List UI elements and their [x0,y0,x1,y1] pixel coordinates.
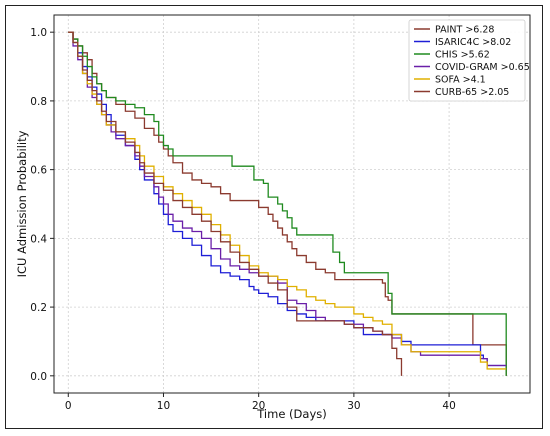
legend-box [408,19,526,102]
series-group [68,31,507,376]
series-line-3 [68,31,507,376]
y-tick-label: 1.0 [30,27,47,39]
ticks-group: 0 10 20 30 40 0.0 0.2 0.4 0.6 0.8 1.0 [30,27,455,412]
legend-entry: CURB-65 >2.05 [435,87,509,98]
legend-entry: COVID-GRAM >0.65 [435,62,530,73]
legend-entry: CHIS >5.62 [435,50,490,61]
series-line-6 [68,31,403,376]
legend-entry: PAINT >6.28 [435,25,494,36]
y-tick-label: 0.8 [30,96,47,108]
x-tick-label: 20 [252,400,265,412]
plot-border [53,14,531,394]
legend-entry: ISARIC4C >8.02 [435,37,511,48]
x-axis-label: Time (Days) [256,407,326,421]
y-tick-label: 0.2 [30,302,47,314]
series-line-5 [68,31,507,370]
x-tick-label: 40 [442,400,455,412]
x-tick-label: 10 [157,400,170,412]
legend-entry: SOFA >4.1 [435,75,486,86]
y-axis-label: ICU Admission Probability [15,130,29,277]
y-tick-label: 0.6 [30,165,47,177]
y-tick-label: 0.4 [30,233,47,245]
x-tick-label: 30 [347,400,360,412]
y-tick-label: 0.0 [30,371,47,383]
x-tick-label: 0 [65,400,72,412]
